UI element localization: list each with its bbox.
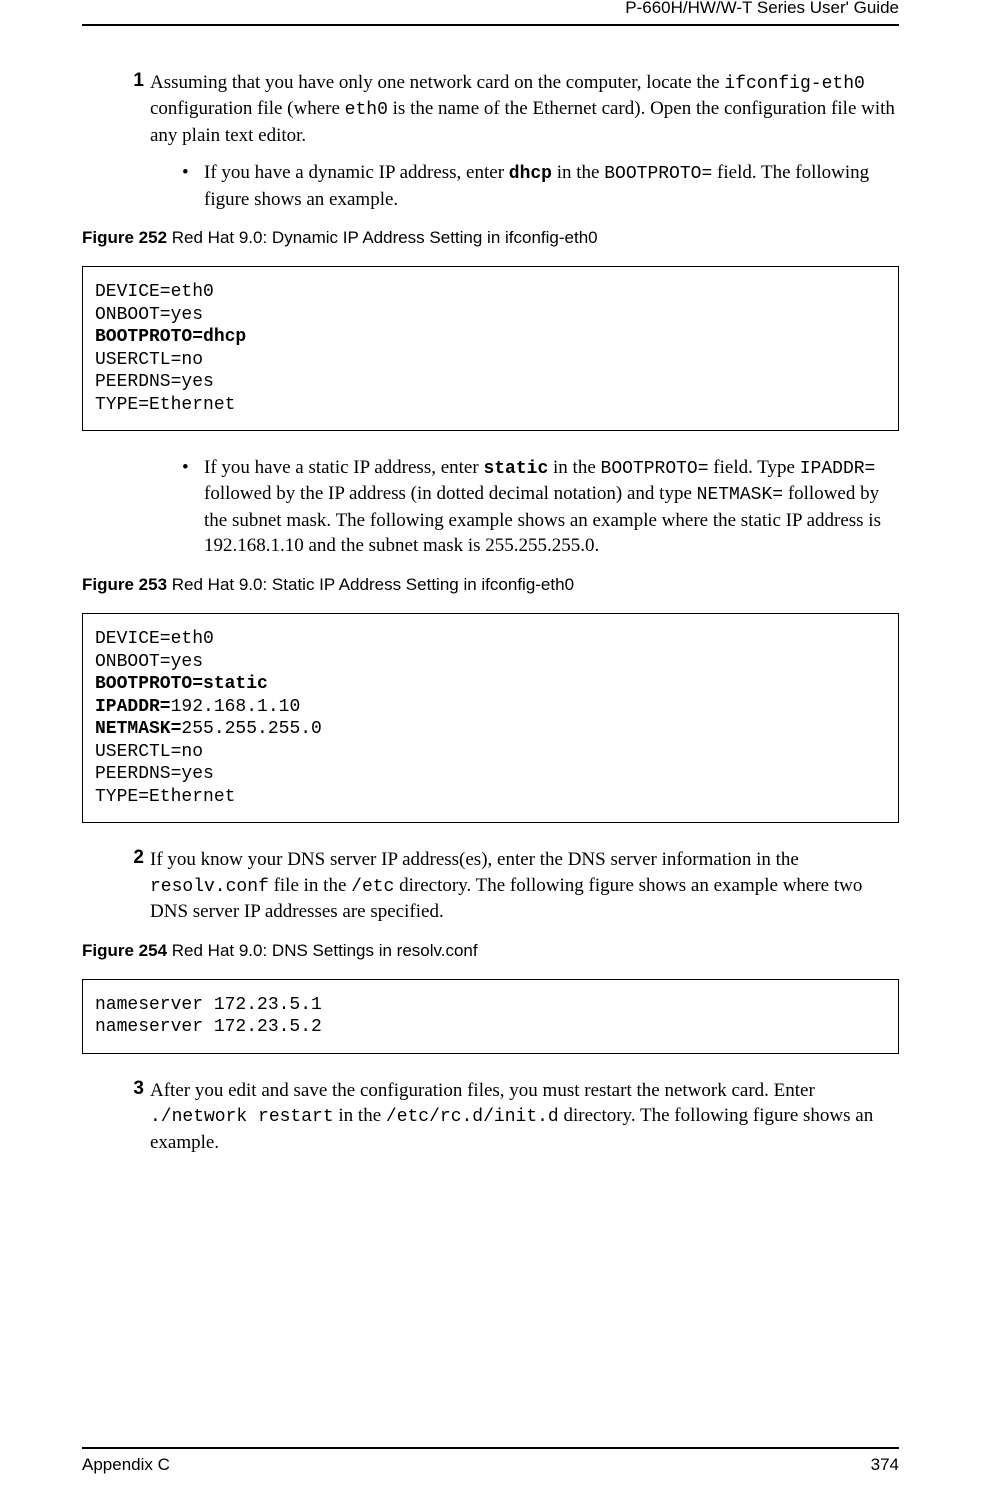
text: If you have a dynamic IP address, enter	[204, 162, 509, 183]
code-line: USERCTL=no	[95, 742, 203, 762]
step-2: 2 If you know your DNS server IP address…	[126, 847, 899, 925]
code-line: DEVICE=eth0	[95, 629, 214, 649]
code-box-252: DEVICE=eth0 ONBOOT=yes BOOTPROTO=dhcp US…	[82, 266, 899, 431]
page-container: P-660H/HW/W-T Series User' Guide 1 Assum…	[0, 0, 981, 1155]
inline-code: BOOTPROTO=	[604, 164, 712, 184]
step-number: 2	[126, 847, 144, 925]
text: in the	[334, 1105, 386, 1126]
code-line: nameserver 172.23.5.1	[95, 995, 322, 1015]
text: If you know your DNS server IP address(e…	[150, 849, 799, 870]
code-line: nameserver 172.23.5.2	[95, 1017, 322, 1037]
code-box-253: DEVICE=eth0 ONBOOT=yes BOOTPROTO=static …	[82, 613, 899, 823]
step-3: 3 After you edit and save the configurat…	[126, 1078, 899, 1156]
text: After you edit and save the configuratio…	[150, 1080, 815, 1101]
code-line: PEERDNS=yes	[95, 764, 214, 784]
inline-code: ifconfig-eth0	[724, 74, 864, 94]
figure-label: Figure 253	[82, 575, 167, 594]
figure-label: Figure 254	[82, 941, 167, 960]
figure-253-caption: Figure 253 Red Hat 9.0: Static IP Addres…	[82, 575, 899, 595]
code-line: 255.255.255.0	[181, 719, 321, 739]
code-line-bold: BOOTPROTO=dhcp	[95, 327, 246, 347]
page-content: 1 Assuming that you have only one networ…	[82, 26, 899, 1155]
text: configuration file (where	[150, 98, 345, 119]
text: field. Type	[709, 457, 800, 478]
code-line: USERCTL=no	[95, 350, 203, 370]
inline-code: NETMASK=	[697, 485, 783, 505]
code-line: TYPE=Ethernet	[95, 395, 235, 415]
step-number: 3	[126, 1078, 144, 1156]
text: followed by the IP address (in dotted de…	[204, 483, 697, 504]
bullet-marker: •	[182, 455, 204, 559]
figure-label: Figure 252	[82, 228, 167, 247]
bullet-dynamic-ip: • If you have a dynamic IP address, ente…	[182, 160, 899, 212]
inline-code-bold: static	[483, 459, 548, 479]
code-line: DEVICE=eth0	[95, 282, 214, 302]
code-box-254: nameserver 172.23.5.1 nameserver 172.23.…	[82, 979, 899, 1054]
text: in the	[552, 162, 604, 183]
code-line-bold: IPADDR=	[95, 697, 171, 717]
text: in the	[548, 457, 600, 478]
code-line: ONBOOT=yes	[95, 305, 203, 325]
code-line: ONBOOT=yes	[95, 652, 203, 672]
header-guide-title: P-660H/HW/W-T Series User' Guide	[82, 0, 899, 24]
bullet-body: If you have a static IP address, enter s…	[204, 455, 899, 559]
step-body: After you edit and save the configuratio…	[150, 1078, 899, 1156]
step-body: Assuming that you have only one network …	[150, 70, 899, 148]
step-body: If you know your DNS server IP address(e…	[150, 847, 899, 925]
inline-code: IPADDR=	[800, 459, 876, 479]
step-1: 1 Assuming that you have only one networ…	[126, 70, 899, 148]
inline-code: ./network restart	[150, 1107, 334, 1127]
figure-caption-text: Red Hat 9.0: DNS Settings in resolv.conf	[167, 941, 478, 960]
footer: Appendix C 374	[82, 1447, 899, 1475]
step-number: 1	[126, 70, 144, 148]
bullet-static-ip: • If you have a static IP address, enter…	[182, 455, 899, 559]
code-line: PEERDNS=yes	[95, 372, 214, 392]
inline-code: eth0	[345, 100, 388, 120]
text: Assuming that you have only one network …	[150, 72, 724, 93]
footer-page-number: 374	[871, 1455, 899, 1475]
code-line: 192.168.1.10	[171, 697, 301, 717]
code-line-bold: BOOTPROTO=static	[95, 674, 268, 694]
inline-code: /etc/rc.d/init.d	[386, 1107, 559, 1127]
text: If you have a static IP address, enter	[204, 457, 483, 478]
inline-code-bold: dhcp	[509, 164, 552, 184]
inline-code: BOOTPROTO=	[601, 459, 709, 479]
code-line: TYPE=Ethernet	[95, 787, 235, 807]
code-line-bold: NETMASK=	[95, 719, 181, 739]
figure-caption-text: Red Hat 9.0: Static IP Address Setting i…	[167, 575, 574, 594]
text: file in the	[269, 875, 351, 896]
figure-252-caption: Figure 252 Red Hat 9.0: Dynamic IP Addre…	[82, 228, 899, 248]
figure-254-caption: Figure 254 Red Hat 9.0: DNS Settings in …	[82, 941, 899, 961]
footer-section: Appendix C	[82, 1455, 170, 1475]
inline-code: resolv.conf	[150, 877, 269, 897]
inline-code: /etc	[351, 877, 394, 897]
bullet-body: If you have a dynamic IP address, enter …	[204, 160, 899, 212]
figure-caption-text: Red Hat 9.0: Dynamic IP Address Setting …	[167, 228, 598, 247]
bullet-marker: •	[182, 160, 204, 212]
